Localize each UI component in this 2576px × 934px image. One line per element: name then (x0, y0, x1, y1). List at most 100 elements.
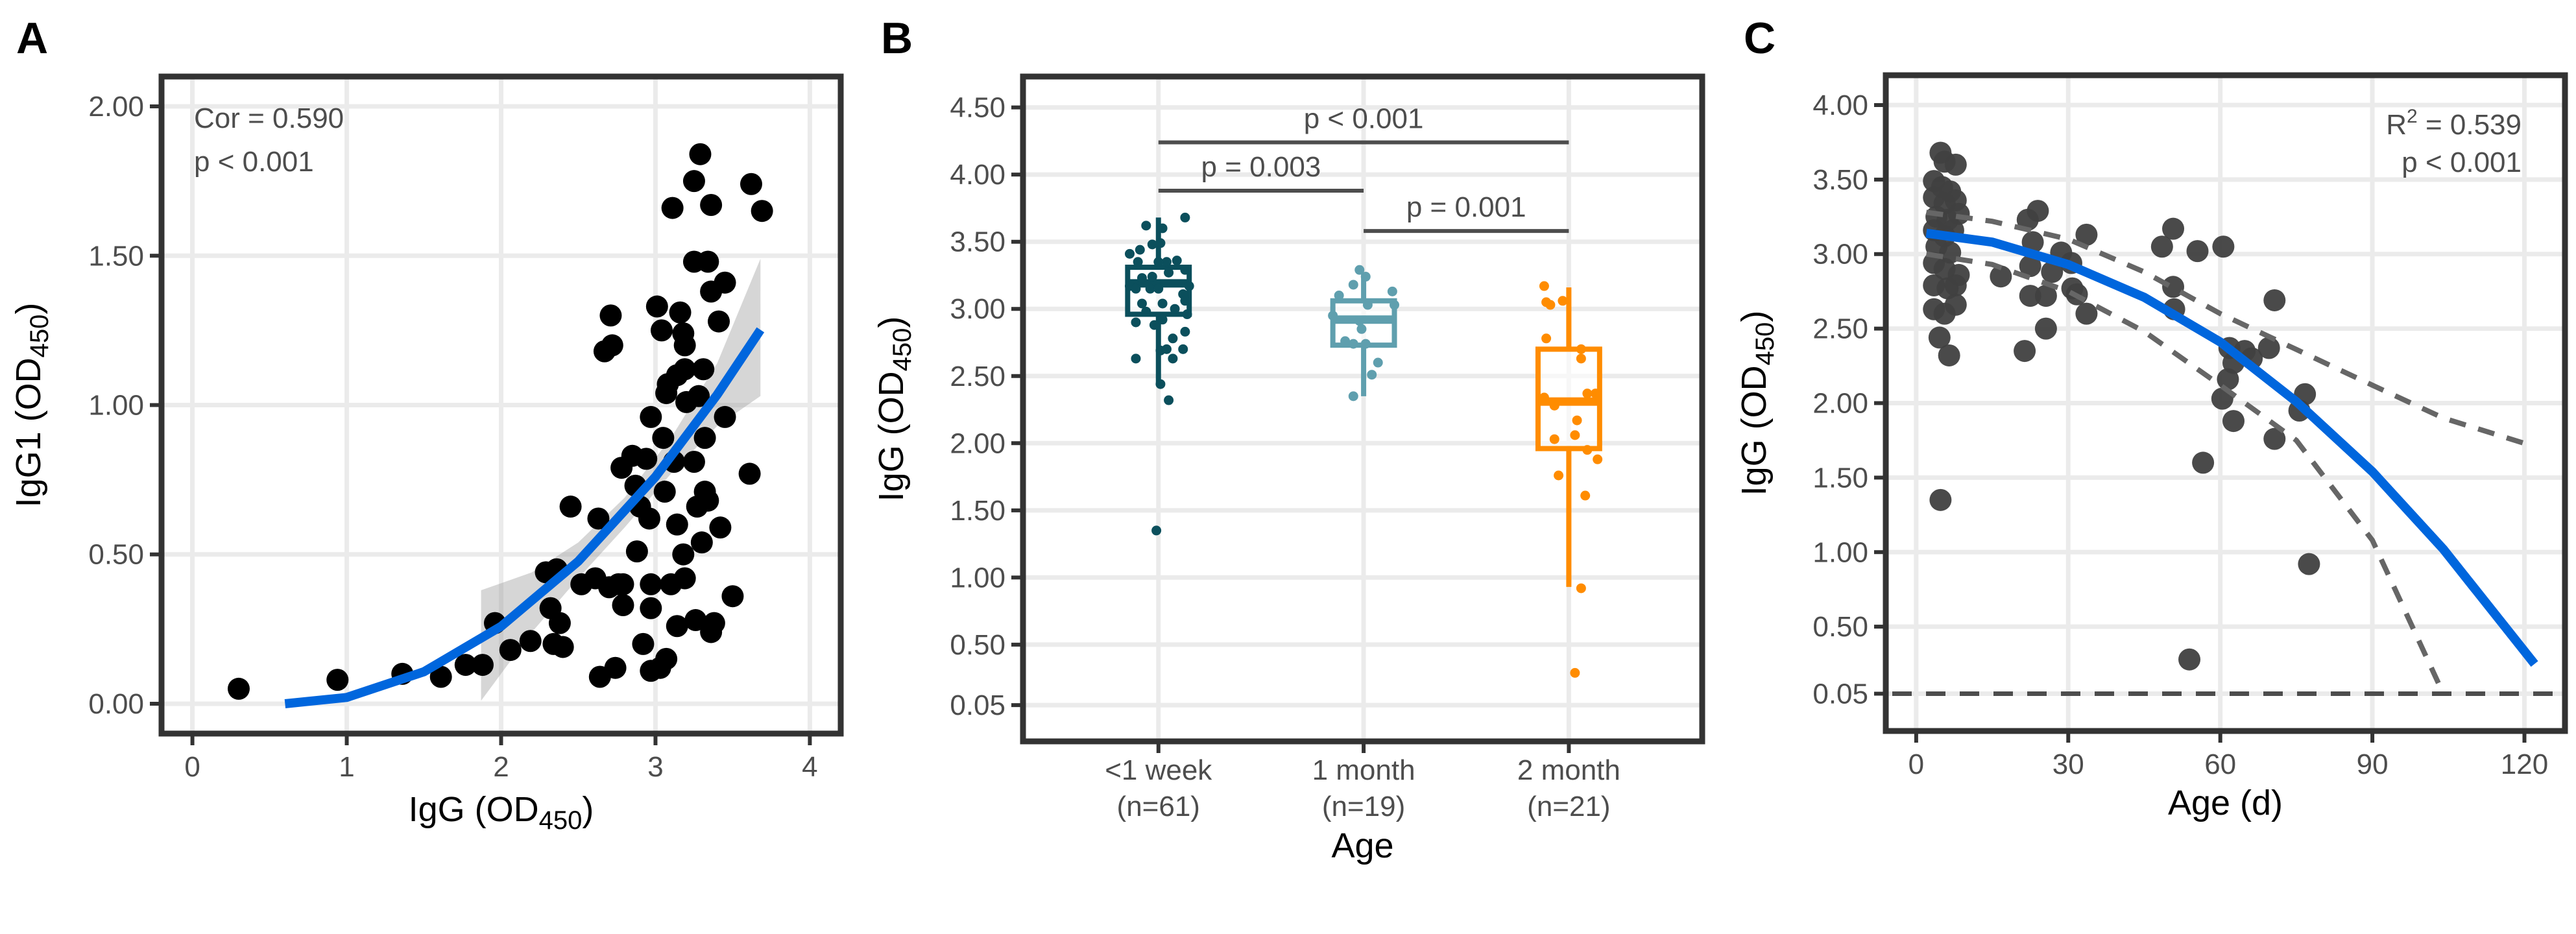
data-point (672, 543, 695, 566)
data-point (2034, 317, 2057, 340)
jitter-point (1184, 281, 1194, 291)
data-point (2162, 276, 2185, 298)
jitter-point (1354, 316, 1365, 326)
y-tick-label: 3.50 (950, 226, 1005, 258)
jitter-point (1157, 298, 1168, 309)
y-tick-label: 2.00 (950, 427, 1005, 459)
x-tick-label: 2 month (1517, 754, 1620, 786)
x-axis-title-subscript: 450 (539, 806, 583, 835)
x-tick-label: 90 (2357, 748, 2389, 780)
x-axis-title: IgG (OD450) (409, 790, 594, 835)
data-point (673, 567, 696, 590)
jitter-point (1572, 415, 1582, 425)
data-point (714, 405, 736, 428)
jitter-point (1182, 309, 1192, 320)
data-point (697, 489, 719, 512)
y-tick-label: 3.00 (1812, 239, 1868, 270)
data-point (740, 173, 762, 195)
data-point (709, 516, 732, 539)
y-tick-label: 1.50 (88, 240, 144, 272)
r-squared-prefix: R (2386, 109, 2407, 141)
jitter-point (1539, 392, 1549, 403)
fit-line (284, 327, 765, 708)
y-axis-title-subscript: 450 (25, 315, 54, 358)
y-tick-label: 3.50 (1812, 164, 1868, 196)
jitter-point (1161, 257, 1172, 267)
jitter-point (1157, 223, 1168, 234)
panel-a: 0.00 0.50 1.00 1.50 2.00 0 1 2 3 4 Cor = 0.590 p < … (9, 73, 844, 835)
jitter-point (1131, 283, 1141, 294)
jitter-point (1354, 265, 1365, 275)
data-point (661, 197, 684, 219)
data-point (689, 143, 712, 165)
data-point (601, 334, 623, 357)
r-squared-label: R2 = 0.539 (2386, 106, 2522, 141)
jitter-point (1135, 245, 1145, 255)
y-axis-title-subscript: 450 (1751, 322, 1779, 366)
x-tick-label: 120 (2501, 748, 2548, 780)
data-point (548, 612, 571, 634)
data-point (697, 250, 719, 273)
data-point (2263, 289, 2286, 311)
data-point (703, 612, 725, 634)
jitter-point (1348, 391, 1358, 401)
data-point (2019, 285, 2041, 307)
data-point (1938, 344, 1960, 366)
data-point (666, 615, 688, 638)
jitter-point (1145, 283, 1155, 294)
ci-upper-line (1925, 210, 2525, 446)
data-point (604, 656, 627, 679)
data-point (2192, 451, 2215, 474)
jitter-point (1539, 281, 1549, 291)
r-squared-value: = 0.539 (2418, 109, 2522, 141)
box-group-2 (1328, 265, 1400, 401)
y-axis-title: IgG (OD450) (1735, 311, 1779, 496)
x-tick-label: 30 (2052, 748, 2084, 780)
data-point (673, 358, 696, 381)
data-point (682, 450, 705, 473)
panel-letter-a: A (16, 14, 48, 63)
y-tick-label: 0.50 (950, 629, 1005, 661)
jitter-point (1356, 324, 1367, 334)
data-point (2034, 285, 2057, 307)
data-point (640, 597, 662, 619)
x-tick-label: 1 month (1312, 754, 1415, 786)
data-point (684, 609, 707, 632)
data-point (640, 573, 662, 595)
jitter-point (1155, 238, 1166, 248)
data-point (1928, 326, 1951, 349)
data-point (454, 654, 477, 677)
data-point (519, 630, 542, 653)
data-point (2222, 410, 2245, 433)
data-point (2075, 302, 2098, 325)
x-tick-label: 2 (493, 751, 509, 783)
jitter-point (1151, 525, 1162, 536)
data-point (625, 540, 648, 563)
data-point (599, 304, 622, 327)
ci-lower-line (1925, 251, 2446, 695)
data-point (655, 382, 678, 405)
data-point (2263, 427, 2286, 450)
data-point (1944, 153, 1967, 176)
data-point (2014, 340, 2036, 363)
x-tick-label: 60 (2204, 748, 2236, 780)
data-point (2075, 223, 2098, 246)
jitter-point (1164, 267, 1174, 278)
jitter-point (1141, 306, 1151, 317)
data-point (2298, 553, 2320, 575)
y-tick-label: 4.00 (950, 159, 1005, 191)
y-axis-title-main: IgG (OD (1735, 365, 1774, 496)
p-value-label: p < 0.001 (194, 146, 314, 178)
fit-line (1925, 228, 2538, 667)
y-axis-title-close: ) (1735, 311, 1774, 322)
jitter-point (1549, 434, 1559, 444)
data-point (690, 531, 713, 554)
jitter-point (1147, 272, 1157, 282)
data-point (2027, 200, 2049, 222)
r-squared-superscript: 2 (2407, 106, 2418, 127)
data-point (666, 513, 688, 536)
data-point (2021, 231, 2044, 254)
jitter-point (1153, 283, 1164, 294)
jitter-point (1149, 320, 1159, 330)
data-point (649, 656, 671, 679)
